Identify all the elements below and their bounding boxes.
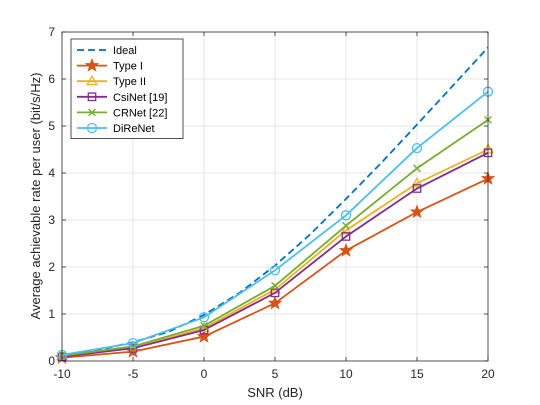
data-point-type-i <box>338 242 354 257</box>
legend-marker-type-i <box>84 57 100 72</box>
data-point-csinet-19 <box>128 343 138 353</box>
data-point-type-ii <box>411 177 423 188</box>
legend-label-direnet: DiReNet <box>113 123 155 135</box>
legend-label-crnet-22: CRNet [22] <box>113 107 167 119</box>
legend-marker-direnet <box>86 122 98 134</box>
y-tick-label: 7 <box>48 25 55 39</box>
y-tick-label: 2 <box>48 260 55 274</box>
x-tick-label: -5 <box>128 367 139 381</box>
legend-label-type-i: Type I <box>113 61 143 73</box>
data-point-crnet-22 <box>271 281 279 290</box>
y-axis-label: Average achievable rate per user (bit/s/… <box>28 73 43 320</box>
x-tick-label: 5 <box>272 367 279 381</box>
x-axis-label: SNR (dB) <box>247 385 303 400</box>
data-point-direnet <box>411 142 423 154</box>
legend-label-type-ii: Type II <box>113 76 146 88</box>
grid <box>62 32 488 361</box>
x-tick-label: 10 <box>339 367 353 381</box>
legend-marker-crnet-22 <box>88 108 96 117</box>
data-point-csinet-19 <box>341 232 351 241</box>
data-point-direnet <box>198 312 210 323</box>
data-point-csinet-19 <box>412 184 422 193</box>
data-point-direnet <box>340 210 352 221</box>
series-line-direnet <box>61 90 489 356</box>
x-tick-label: -10 <box>53 367 71 381</box>
data-point-csinet-19 <box>270 288 280 298</box>
x-tick-label: 15 <box>410 367 424 381</box>
y-tick-label: 1 <box>48 307 55 321</box>
series-line-csinet-19 <box>61 151 489 358</box>
legend-label-csinet-19: CsiNet [19] <box>113 92 167 104</box>
y-tick-label: 5 <box>48 119 55 133</box>
legend-label-ideal: Ideal <box>113 45 137 57</box>
data-point-direnet <box>269 265 281 276</box>
data-point-crnet-22 <box>413 164 421 173</box>
data-point-crnet-22 <box>342 221 350 230</box>
y-tick-label: 6 <box>48 72 55 86</box>
legend: Ideal Type I Type II CsiNet [19] CRNet [22] D… <box>70 38 184 139</box>
legend-box <box>70 38 184 139</box>
data-point-crnet-22 <box>200 321 208 330</box>
axis-ticks: -10 -5 0 5 10 15 20 0 1 2 3 4 5 6 7 <box>48 25 495 381</box>
x-tick-label: 0 <box>201 367 208 381</box>
data-point-type-i <box>196 328 212 343</box>
data-point-direnet <box>127 337 139 349</box>
data-point-type-i <box>267 295 283 310</box>
series-layer <box>54 46 496 364</box>
y-tick-label: 3 <box>48 213 55 227</box>
data-point-type-i <box>409 204 425 219</box>
y-tick-label: 0 <box>48 354 55 368</box>
x-tick-label: 20 <box>481 367 495 381</box>
y-tick-label: 4 <box>48 166 55 180</box>
data-point-type-ii <box>340 224 352 235</box>
legend-marker-csinet-19 <box>87 92 97 102</box>
legend-marker-type-ii <box>86 74 98 86</box>
